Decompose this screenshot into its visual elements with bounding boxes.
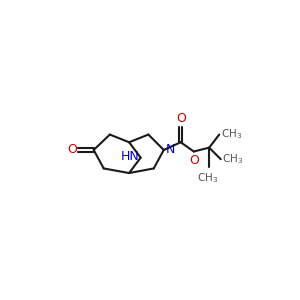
Text: HN: HN bbox=[121, 150, 140, 164]
Text: CH$_3$: CH$_3$ bbox=[197, 171, 218, 184]
Text: CH$_3$: CH$_3$ bbox=[222, 152, 244, 166]
Text: O: O bbox=[189, 154, 199, 167]
Text: N: N bbox=[165, 143, 175, 157]
Text: CH$_3$: CH$_3$ bbox=[221, 127, 242, 141]
Text: O: O bbox=[176, 112, 186, 125]
Text: O: O bbox=[67, 143, 77, 157]
